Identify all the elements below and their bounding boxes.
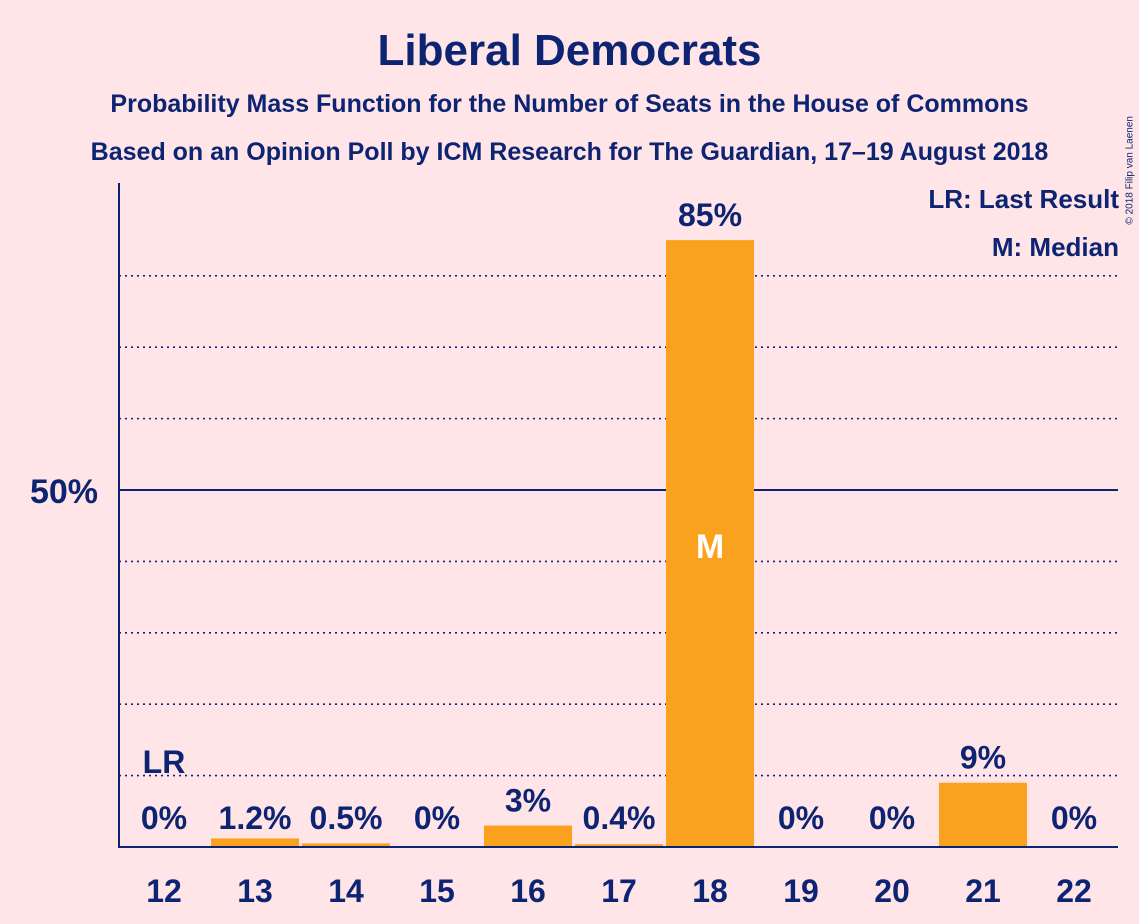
x-tick-label-12: 12 bbox=[146, 873, 182, 909]
x-tick-label-21: 21 bbox=[965, 873, 1001, 909]
data-label-16: 3% bbox=[505, 783, 551, 819]
bar-18 bbox=[666, 240, 754, 847]
bar-16 bbox=[484, 825, 572, 847]
data-label-12: 0% bbox=[141, 800, 187, 836]
last-result-marker: LR bbox=[143, 744, 186, 780]
chart-subtitle-poll: Based on an Opinion Poll by ICM Research… bbox=[90, 138, 1049, 166]
bar-14 bbox=[302, 843, 390, 847]
data-label-20: 0% bbox=[869, 800, 915, 836]
bar-21 bbox=[939, 782, 1027, 847]
x-tick-label-22: 22 bbox=[1056, 873, 1092, 909]
data-label-18: 85% bbox=[678, 197, 742, 233]
data-label-15: 0% bbox=[414, 800, 460, 836]
legend-median: M: Median bbox=[991, 232, 1119, 262]
legend-last-result: LR: Last Result bbox=[928, 184, 1119, 214]
chart-subtitle: Probability Mass Function for the Number… bbox=[110, 90, 1029, 118]
y-tick-label-50: 50% bbox=[30, 473, 98, 511]
bar-17 bbox=[575, 844, 663, 847]
data-label-21: 9% bbox=[960, 740, 1006, 776]
data-label-22: 0% bbox=[1051, 800, 1097, 836]
median-marker: M bbox=[696, 528, 724, 566]
data-label-19: 0% bbox=[778, 800, 824, 836]
data-label-13: 1.2% bbox=[219, 800, 292, 836]
bar-13 bbox=[211, 838, 299, 847]
x-tick-label-18: 18 bbox=[692, 873, 728, 909]
data-label-14: 0.5% bbox=[310, 800, 383, 836]
x-tick-label-20: 20 bbox=[874, 873, 910, 909]
x-tick-label-17: 17 bbox=[601, 873, 637, 909]
chart-title: Liberal Democrats bbox=[377, 26, 762, 75]
x-tick-label-19: 19 bbox=[783, 873, 819, 909]
x-tick-label-16: 16 bbox=[510, 873, 546, 909]
data-label-17: 0.4% bbox=[583, 800, 656, 836]
x-tick-label-14: 14 bbox=[328, 873, 364, 909]
x-tick-label-13: 13 bbox=[237, 873, 273, 909]
x-tick-label-15: 15 bbox=[419, 873, 455, 909]
